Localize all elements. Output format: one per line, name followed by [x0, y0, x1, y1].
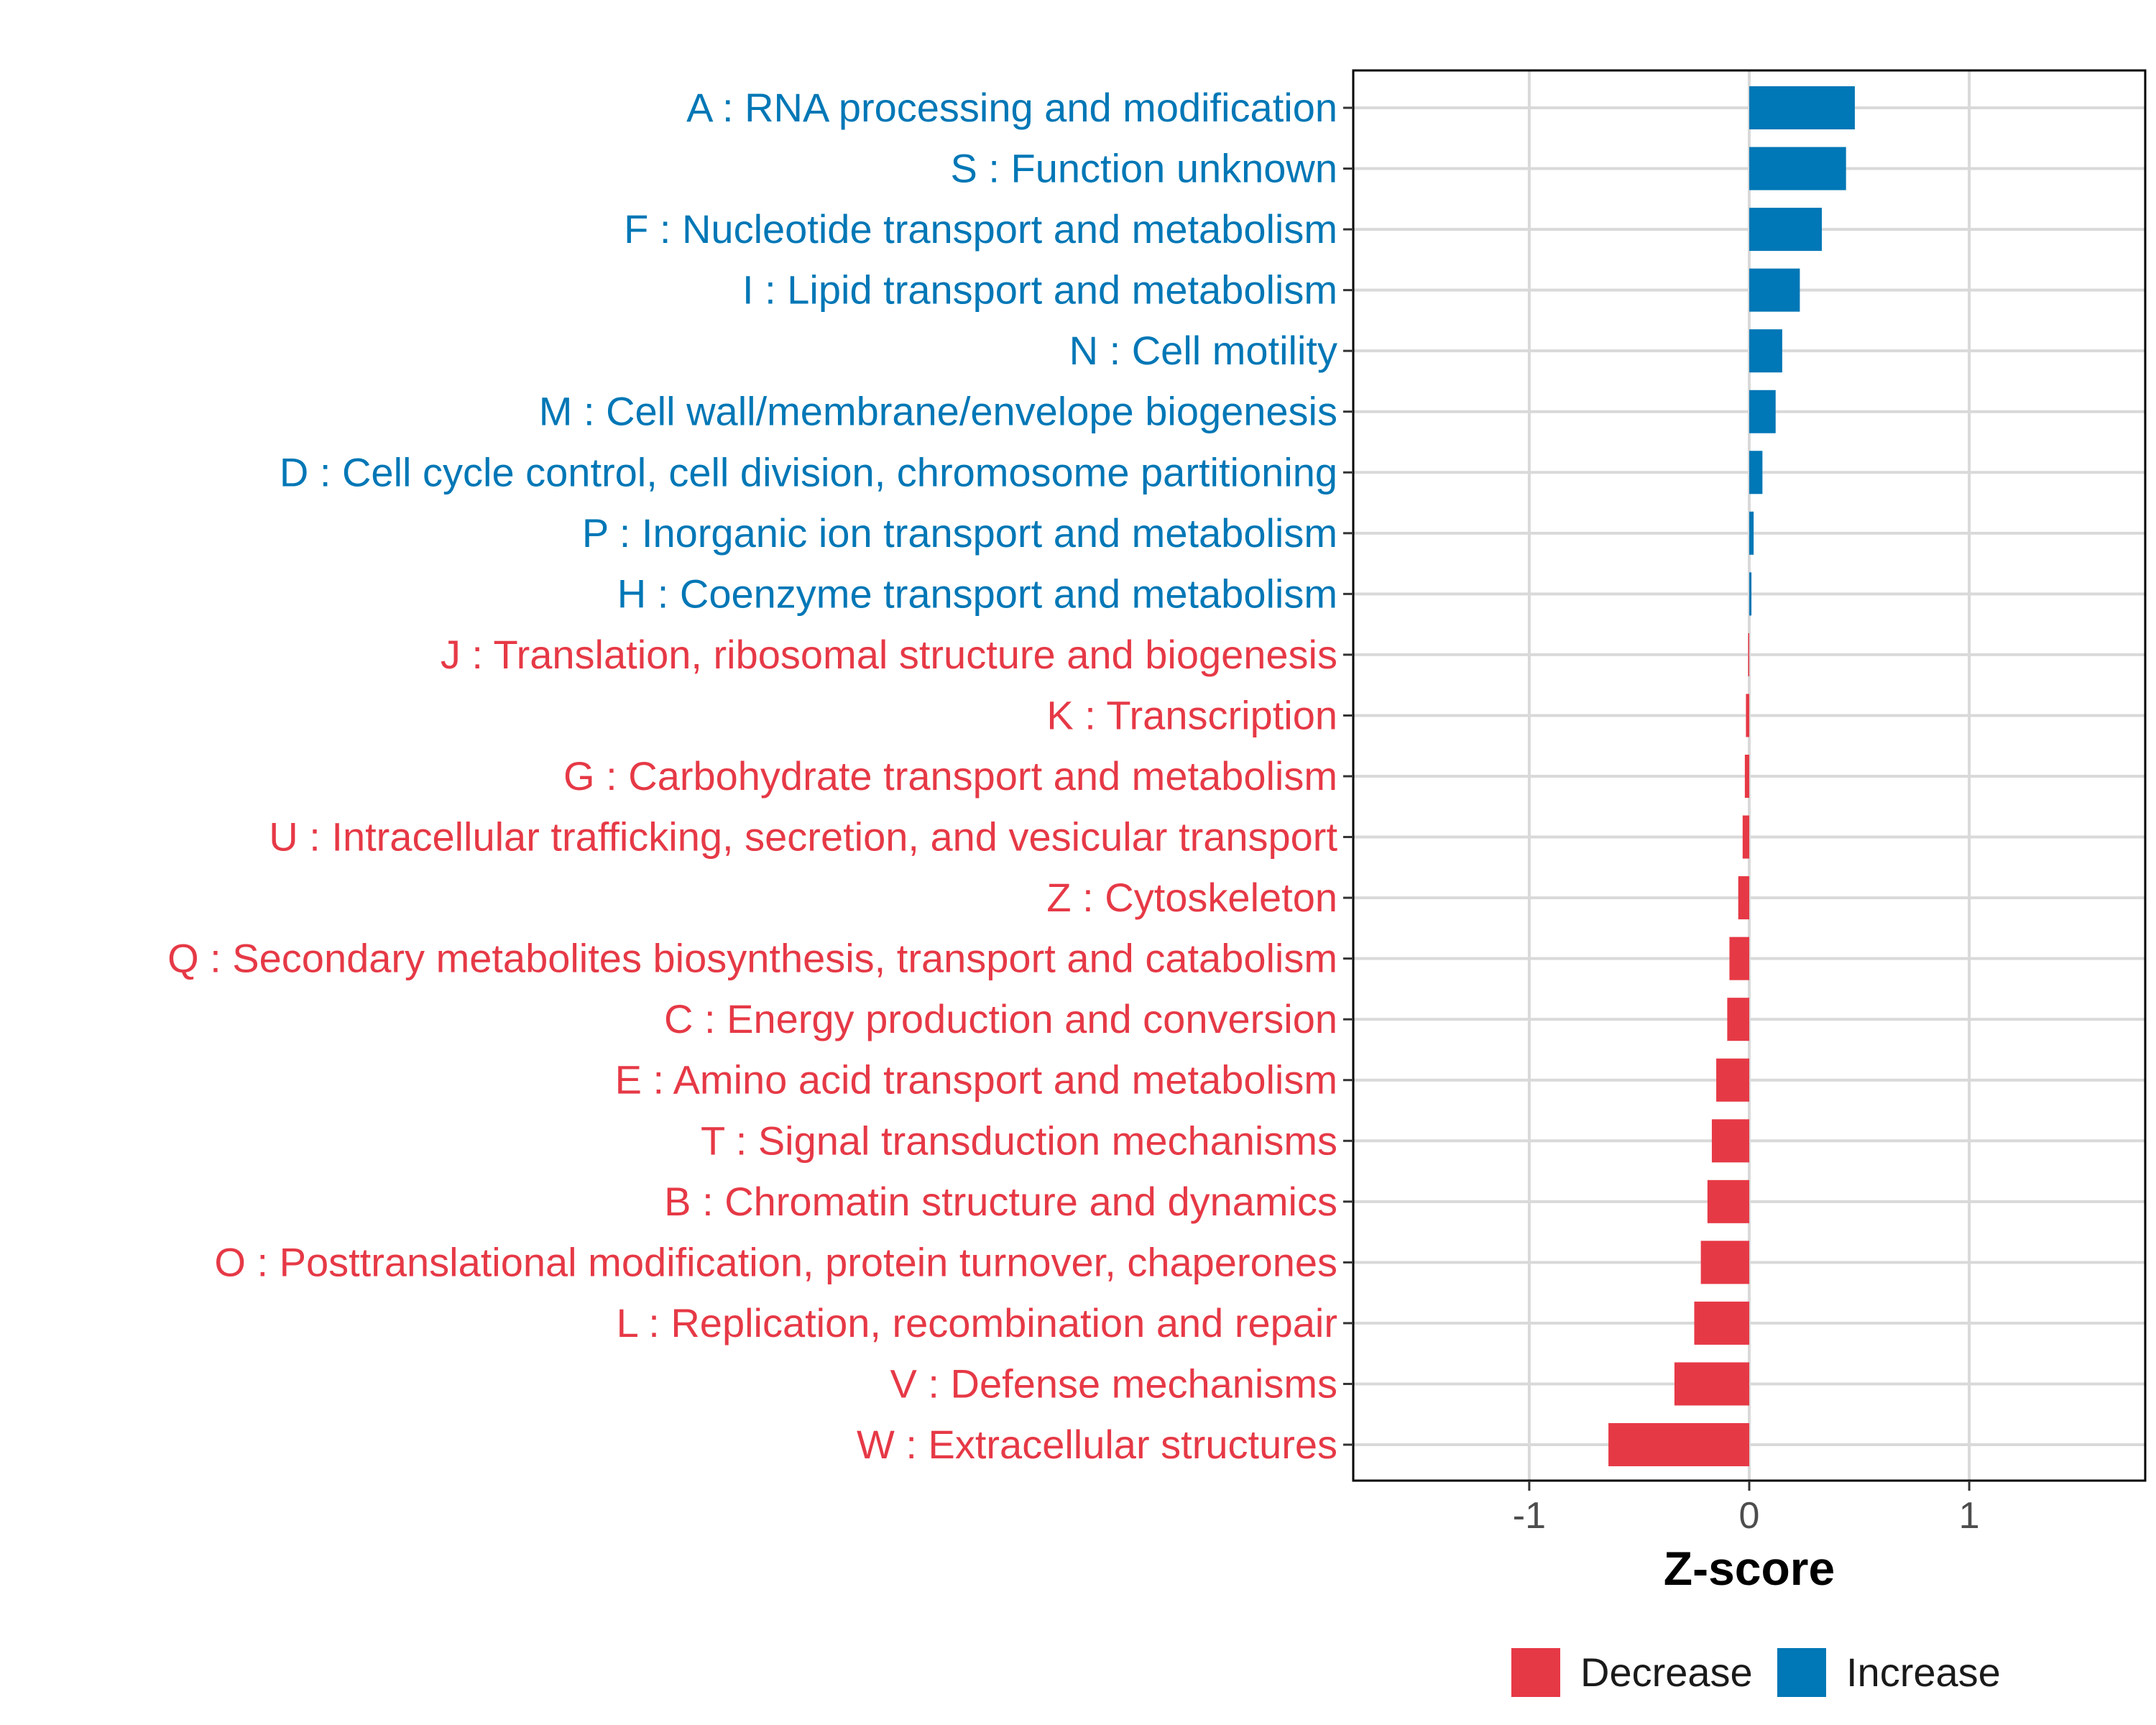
legend-label: Increase [1846, 1650, 2001, 1695]
y-tick-label: N : Cell motility [1069, 328, 1337, 373]
y-tick-label: C : Energy production and conversion [664, 996, 1337, 1041]
y-tick-label: W : Extracellular structures [857, 1422, 1337, 1467]
bar [1749, 86, 1855, 129]
x-tick-label: -1 [1513, 1495, 1546, 1537]
bar [1749, 329, 1782, 373]
y-tick-label: S : Function unknown [950, 146, 1337, 191]
bar [1749, 147, 1846, 190]
y-tick-label: V : Defense mechanisms [890, 1361, 1337, 1406]
y-tick-label: O : Posttranslational modification, prot… [214, 1239, 1337, 1284]
bar [1738, 876, 1749, 920]
y-tick-label: G : Carbohydrate transport and metabolis… [563, 753, 1337, 799]
legend: Decrease Increase [1511, 1648, 2001, 1697]
x-axis-ticks: -1 0 1 [1513, 1481, 1980, 1537]
y-tick-label: M : Cell wall/membrane/envelope biogenes… [539, 389, 1337, 434]
bar [1749, 511, 1754, 555]
bar [1674, 1362, 1749, 1406]
y-tick-label: Q : Secondary metabolites biosynthesis, … [167, 936, 1337, 981]
bar [1700, 1241, 1749, 1284]
y-tick-label: J : Translation, ribosomal structure and… [441, 632, 1337, 677]
bar [1749, 572, 1752, 616]
y-tick-label: D : Cell cycle control, cell division, c… [280, 449, 1337, 494]
bar [1608, 1423, 1749, 1466]
bar [1742, 815, 1749, 859]
bar [1727, 998, 1749, 1041]
x-axis-title: Z-score [1664, 1542, 1835, 1595]
y-tick-label: P : Inorganic ion transport and metaboli… [582, 510, 1337, 556]
y-tick-label: E : Amino acid transport and metabolism [615, 1057, 1337, 1103]
y-tick-label: L : Replication, recombination and repai… [617, 1300, 1337, 1346]
y-tick-label: H : Coenzyme transport and metabolism [617, 571, 1337, 616]
bar [1749, 208, 1823, 252]
bar [1749, 268, 1800, 312]
bar [1744, 755, 1749, 798]
bar [1694, 1301, 1749, 1345]
y-tick-label: Z : Cytoskeleton [1046, 875, 1337, 920]
y-tick-label: K : Transcription [1046, 692, 1337, 737]
y-tick-label: A : RNA processing and modification [686, 85, 1337, 130]
y-tick-label: U : Intracellular trafficking, secretion… [269, 814, 1337, 860]
bar [1716, 1058, 1749, 1102]
bar [1749, 390, 1776, 433]
bars [1608, 86, 1855, 1466]
x-tick-label: 1 [1959, 1495, 1980, 1537]
bar [1729, 937, 1749, 980]
legend-swatch [1511, 1648, 1560, 1697]
bar [1711, 1119, 1749, 1163]
bar [1749, 451, 1763, 494]
bar [1748, 632, 1749, 676]
y-tick-label: I : Lipid transport and metabolism [742, 267, 1337, 313]
y-tick-label: F : Nucleotide transport and metabolism [624, 206, 1337, 252]
bar [1707, 1179, 1749, 1223]
legend-swatch [1777, 1648, 1826, 1697]
x-tick-label: 0 [1739, 1495, 1760, 1537]
legend-label: Decrease [1580, 1650, 1753, 1695]
bar [1746, 694, 1749, 737]
y-axis-ticks: A : RNA processing and modification S : F… [167, 85, 1353, 1467]
y-tick-label: T : Signal transduction mechanisms [701, 1118, 1337, 1163]
y-tick-label: B : Chromatin structure and dynamics [664, 1179, 1337, 1224]
